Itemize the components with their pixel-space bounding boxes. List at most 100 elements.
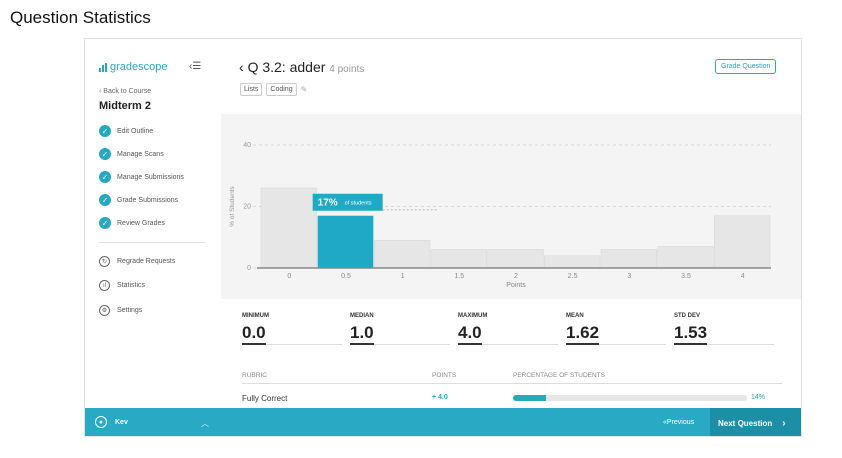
- histogram-chart: 0 20 40 % of Students 0 0.5 1 1.5 2 2.5 3 3.5 4 Point…: [229, 142, 771, 289]
- nav-regrade-requests[interactable]: ↻ Regrade Requests: [99, 256, 219, 267]
- logo-text: gradescope: [110, 61, 168, 73]
- gradescope-logo[interactable]: gradescope: [99, 61, 168, 73]
- stat-label: MEDIAN: [350, 313, 374, 319]
- nav-grade-submissions[interactable]: ✓ Grade Submissions: [99, 194, 219, 206]
- question-tags: Lists Coding ✎: [240, 83, 307, 96]
- next-question-button[interactable]: Next Question ›: [710, 408, 801, 436]
- stat-label: STD DEV: [674, 313, 701, 319]
- tag-lists[interactable]: Lists: [240, 83, 263, 96]
- back-label: Back to Course: [103, 88, 152, 95]
- nav-label: Edit Outline: [117, 127, 154, 135]
- nav-label: Settings: [117, 307, 143, 314]
- previous-button[interactable]: «Previous: [663, 419, 694, 426]
- app-window: gradescope ‹☰ ‹ Back to Course Midterm 2…: [84, 38, 802, 437]
- user-avatar-icon: ●: [95, 416, 107, 428]
- bottom-bar: ● Kev ︿ «Previous Next Question ›: [85, 408, 801, 436]
- main-content: ‹ Q 3.2: adder 4 points Lists Coding ✎ G…: [221, 39, 801, 408]
- stat-underline: [458, 344, 558, 345]
- next-question-label: Next Question: [718, 418, 773, 428]
- nav-label: Regrade Requests: [117, 258, 176, 265]
- highlight-suffix: of students: [345, 201, 372, 207]
- question-title-text: Q 3.2: adder: [247, 59, 326, 75]
- stat-underline: [566, 344, 666, 345]
- table-row[interactable]: Fully Correct + 4.0 14%: [242, 391, 782, 405]
- sidebar-divider: [99, 242, 205, 243]
- histogram-bar: [544, 255, 601, 269]
- stat-label: MINIMUM: [242, 313, 269, 319]
- col-rubric: RUBRIC: [242, 372, 267, 379]
- histogram-bar: [600, 249, 657, 269]
- stat-value: 4.0: [458, 323, 482, 345]
- y-axis-label: % of Students: [229, 186, 236, 227]
- stat-underline: [350, 344, 450, 345]
- x-tick-label: 3.5: [681, 273, 691, 280]
- nav-label: Grade Submissions: [117, 196, 179, 204]
- statistics-icon: ıl: [99, 280, 110, 291]
- histogram-bar: [317, 215, 374, 268]
- x-tick-label: 2.5: [568, 273, 578, 280]
- question-points: 4 points: [329, 64, 365, 75]
- sidebar: gradescope ‹☰ ‹ Back to Course Midterm 2…: [85, 39, 221, 408]
- x-tick-label: 2: [514, 273, 518, 280]
- nav-settings[interactable]: ⚙ Settings: [99, 305, 219, 316]
- check-circle-icon: ✓: [99, 125, 111, 137]
- histogram-bar: [487, 249, 544, 269]
- highlight-tooltip: [312, 193, 383, 211]
- x-tick-label: 3: [627, 273, 631, 280]
- percentage-bar: [513, 395, 747, 401]
- nav-statistics[interactable]: ıl Statistics: [99, 280, 219, 291]
- regrade-icon: ↻: [99, 256, 110, 267]
- nav-review-grades[interactable]: ✓ Review Grades: [99, 217, 219, 229]
- rubric-item-percent: 14%: [751, 394, 766, 401]
- collapse-sidebar-icon[interactable]: ‹☰: [189, 61, 202, 72]
- rubric-item-points: + 4.0: [432, 394, 448, 401]
- grade-question-button[interactable]: Grade Question: [715, 59, 777, 74]
- histogram-bar: [430, 249, 487, 269]
- x-tick-label: 0: [287, 273, 291, 280]
- stat-mean: MEAN 1.62: [566, 313, 674, 345]
- stat-std-dev: STD DEV 1.53: [674, 313, 782, 345]
- settings-gear-icon: ⚙: [99, 305, 110, 316]
- chevron-up-icon[interactable]: ︿: [201, 419, 209, 428]
- nav-label: Review Grades: [117, 219, 165, 227]
- highlight-value: 17%: [318, 198, 338, 209]
- stat-median: MEDIAN 1.0: [350, 313, 458, 345]
- col-points: POINTS: [432, 372, 457, 379]
- y-tick-label: 40: [243, 142, 251, 149]
- check-circle-icon: ✓: [99, 171, 111, 183]
- stat-value: 1.62: [566, 323, 600, 345]
- nav-label: Manage Scans: [117, 150, 164, 158]
- user-name: Kev: [115, 418, 128, 426]
- histogram-panel: 0 20 40 % of Students 0 0.5 1 1.5 2 2.5 3 3.5 4 Point…: [221, 114, 801, 299]
- edit-tags-icon[interactable]: ✎: [300, 85, 308, 94]
- stat-label: MAXIMUM: [458, 313, 488, 319]
- stat-maximum: MAXIMUM 4.0: [458, 313, 566, 345]
- nav-manage-scans[interactable]: ✓ Manage Scans: [99, 148, 219, 160]
- stat-value: 1.53: [674, 323, 708, 345]
- stat-underline: [242, 344, 342, 345]
- check-circle-icon: ✓: [99, 148, 111, 160]
- histogram-bar: [374, 240, 431, 269]
- x-axis-label: Points: [506, 282, 526, 289]
- back-chevron-icon[interactable]: ‹: [239, 59, 244, 75]
- stat-value: 1.0: [350, 323, 374, 345]
- nav-manage-submissions[interactable]: ✓ Manage Submissions: [99, 171, 219, 183]
- tag-coding[interactable]: Coding: [266, 83, 297, 96]
- user-menu[interactable]: ● Kev: [95, 416, 128, 428]
- stat-underline: [674, 344, 774, 345]
- previous-label: Previous: [666, 419, 695, 426]
- nav-label: Statistics: [117, 282, 146, 289]
- summary-stats: MINIMUM 0.0 MEDIAN 1.0 MAXIMUM 4.0 MEAN …: [242, 313, 782, 345]
- back-to-course-link[interactable]: ‹ Back to Course: [99, 88, 152, 95]
- stat-value: 0.0: [242, 323, 266, 345]
- page-heading: Question Statistics: [10, 8, 151, 27]
- course-title: Midterm 2: [99, 100, 151, 112]
- nav-edit-outline[interactable]: ✓ Edit Outline: [99, 125, 219, 137]
- histogram-bar: [714, 215, 771, 269]
- stat-minimum: MINIMUM 0.0: [242, 313, 350, 345]
- logo-bars-icon: [99, 62, 107, 72]
- histogram-bar: [260, 187, 317, 269]
- histogram-bar: [657, 246, 714, 269]
- y-tick-label: 20: [243, 204, 251, 211]
- stat-label: MEAN: [566, 313, 584, 319]
